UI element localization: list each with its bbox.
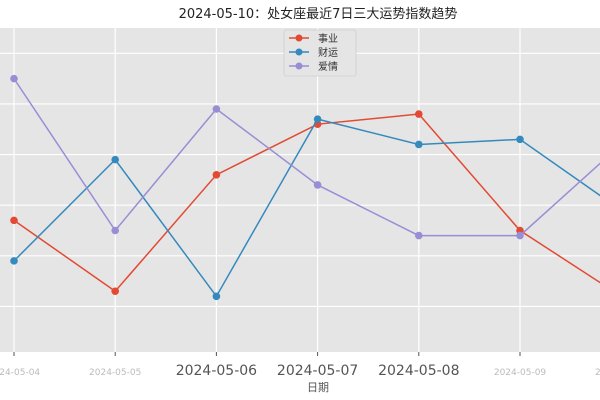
x-tick-label: 2024-05-07: [277, 363, 358, 379]
legend-entry-aiqing: 爱情: [289, 60, 338, 73]
data-point: [212, 105, 221, 113]
legend-label: 爱情: [318, 60, 338, 73]
x-tick-label: 2024-05-06: [176, 363, 257, 379]
data-point: [212, 292, 221, 301]
x-tick-label: 2024-05-10: [595, 368, 600, 378]
data-point: [415, 110, 423, 118]
series-2: [10, 74, 600, 240]
plot-area: [0, 28, 600, 352]
legend-entry-shiye: 事业: [289, 32, 338, 45]
data-point: [10, 74, 18, 83]
data-point: [313, 115, 322, 123]
legend: 事业 财运 爱情: [283, 29, 357, 77]
series-lines: [10, 74, 600, 301]
legend-entry-caiyun: 财运: [289, 46, 338, 59]
x-axis-label: 日期: [307, 381, 329, 394]
legend-label: 事业: [318, 32, 338, 45]
x-tick-label: 2024-05-09: [494, 368, 547, 378]
data-point: [313, 181, 322, 189]
data-point: [10, 216, 18, 225]
legend-label: 财运: [318, 46, 338, 59]
series-1: [10, 115, 600, 301]
x-tick-label: 2024-05-08: [378, 363, 459, 379]
data-point: [415, 231, 423, 240]
data-point: [415, 140, 423, 149]
data-point: [10, 257, 18, 265]
data-point: [212, 171, 221, 179]
x-tick-label: 2024-05-05: [89, 368, 141, 378]
chart-title: 2024-05-10：处女座最近7日三大运势指数趋势: [179, 6, 458, 22]
data-point: [111, 287, 119, 296]
data-point: [111, 155, 119, 164]
data-point: [516, 135, 524, 144]
x-tick-label: 2024-05-04: [0, 368, 40, 378]
x-tick-labels: 2024-05-04 2024-05-05 2024-05-06 2024-05-07…: [0, 363, 600, 379]
data-point: [111, 226, 119, 235]
data-point: [516, 231, 524, 240]
